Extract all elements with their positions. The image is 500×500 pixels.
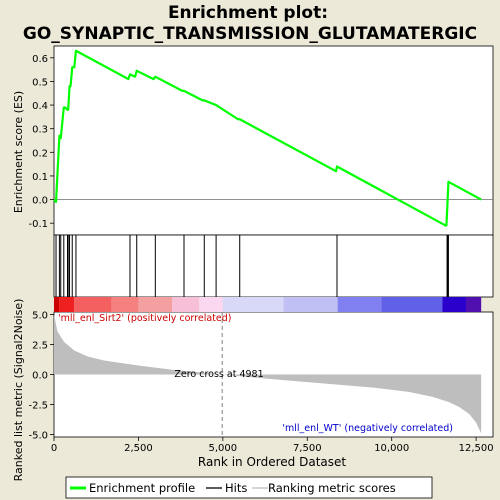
metric-group bbox=[54, 312, 482, 437]
es-y-axis: -0.1 0.0 0.1 0.2 0.3 0.4 0.5 0.6 bbox=[28, 54, 493, 230]
metric-ytick-label: 0.0 bbox=[32, 371, 48, 382]
metric-ytick-label: 2.5 bbox=[32, 340, 48, 351]
chart-title-line1: Enrichment plot: bbox=[168, 3, 328, 23]
metric-ytick-label: 5.0 bbox=[32, 310, 48, 321]
ranking-bar-segment bbox=[283, 297, 338, 312]
x-axis-label: Rank in Ordered Dataset bbox=[198, 455, 346, 469]
es-ytick-label: 0.3 bbox=[32, 125, 48, 136]
x-tick-label: 7,500 bbox=[293, 443, 322, 454]
neg-correlated-label: 'mll_enl_WT' (negatively correlated) bbox=[282, 423, 453, 434]
es-ytick-label: 0.5 bbox=[32, 77, 48, 88]
chart-title-line2: GO_SYNAPTIC_TRANSMISSION_GLUTAMATERGIC bbox=[23, 24, 477, 44]
es-ytick-label: 0.1 bbox=[32, 172, 48, 183]
ranking-bar-segment bbox=[59, 297, 75, 312]
x-tick-label: 0 bbox=[51, 443, 57, 454]
legend-es-label: Enrichment profile bbox=[89, 481, 195, 495]
x-axis: 0 2,500 5,000 7,500 10,000 12,500 bbox=[51, 437, 494, 454]
ranking-bar-segment bbox=[54, 297, 60, 312]
x-tick-label: 5,000 bbox=[209, 443, 238, 454]
es-ytick-label: 0.6 bbox=[32, 54, 48, 65]
es-line-group bbox=[53, 49, 482, 227]
legend-hits-label: Hits bbox=[225, 481, 247, 495]
metric-area bbox=[54, 314, 482, 434]
pos-correlated-label: 'mll_enl_Sirt2' (positively correlated) bbox=[58, 313, 231, 324]
x-tick-label: 12,500 bbox=[459, 443, 494, 454]
ranking-bar-segment bbox=[222, 297, 284, 312]
legend-box bbox=[65, 476, 433, 499]
metric-ylabel: Ranked list metric (Signal2Noise) bbox=[12, 299, 25, 482]
es-ytick-label: -0.1 bbox=[28, 219, 48, 230]
ranking-bar-segment bbox=[138, 297, 173, 312]
ranking-bar-segment bbox=[381, 297, 443, 312]
es-ytick-label: 0.4 bbox=[32, 101, 48, 112]
hits-panel-bg bbox=[53, 234, 494, 298]
metric-ytick-label: -2.5 bbox=[28, 401, 48, 412]
hits-group bbox=[55, 235, 449, 297]
ranking-bar-segment bbox=[199, 297, 223, 312]
ranking-color-bar bbox=[54, 297, 482, 312]
es-ytick-label: 0.2 bbox=[32, 148, 48, 159]
x-tick-label: 10,000 bbox=[374, 443, 409, 454]
ranking-bar-segment bbox=[172, 297, 200, 312]
metric-y-axis: -5.0 -2.5 0.0 2.5 5.0 bbox=[28, 310, 54, 442]
legend-metric-label: Ranking metric scores bbox=[268, 481, 396, 495]
ranking-bar-segment bbox=[74, 297, 112, 312]
x-tick-label: 2,500 bbox=[124, 443, 153, 454]
zero-cross-label: Zero cross at 4981 bbox=[174, 369, 263, 380]
ranking-bar-segment bbox=[337, 297, 382, 312]
ranking-bar-segment bbox=[442, 297, 466, 312]
ranking-bar-segment bbox=[111, 297, 139, 312]
ranking-bar-segment bbox=[465, 297, 482, 312]
es-ytick-label: 0.0 bbox=[32, 196, 48, 207]
es-ylabel: Enrichment score (ES) bbox=[12, 91, 25, 213]
metric-ytick-label: -5.0 bbox=[28, 431, 48, 442]
es-line bbox=[53, 49, 482, 227]
